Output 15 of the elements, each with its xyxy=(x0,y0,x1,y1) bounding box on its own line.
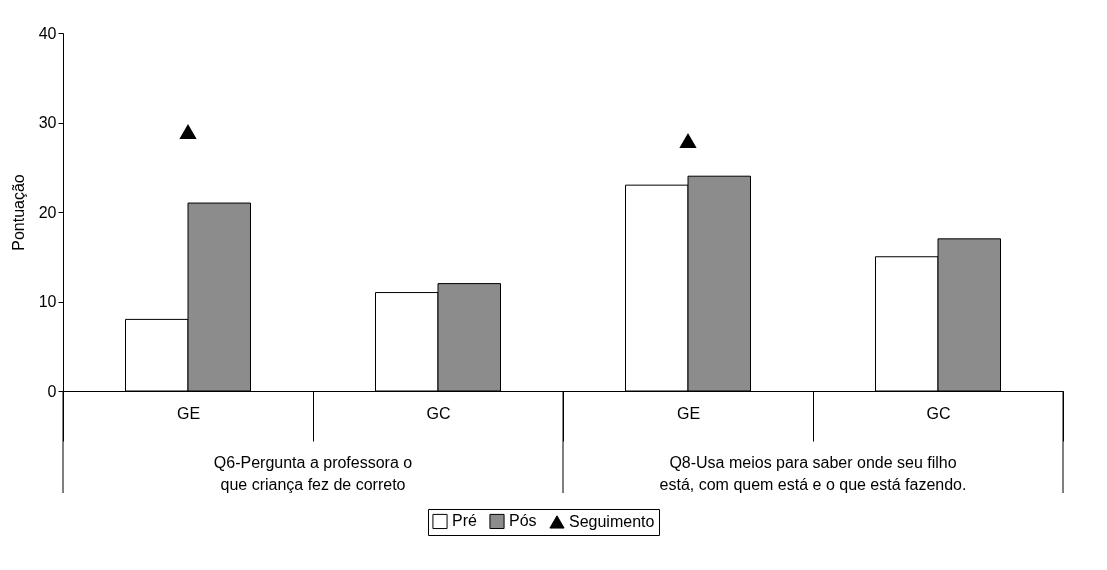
x-tick-label: GC xyxy=(926,404,951,422)
x-tick-label: GC xyxy=(426,404,451,422)
text: Q8-Usa meios para saber onde seu filho está, com quem está e o que está fazendo. xyxy=(659,454,967,493)
y-axis-title: Pontuação xyxy=(9,174,27,251)
legend-label: Seguimento xyxy=(569,512,655,530)
x-tick-label: GE xyxy=(176,404,201,422)
legend-label: Pré xyxy=(452,512,477,530)
text: Q6-Pergunta a professora o que criança fez de correto xyxy=(213,454,413,493)
x-tick-label: GE xyxy=(676,404,701,422)
y-tick-label: 10 xyxy=(38,293,57,310)
y-tick-label: 0 xyxy=(47,382,57,400)
y-tick-label: 20 xyxy=(38,203,57,221)
y-tick-label: 40 xyxy=(38,24,57,42)
legend-label: Pós xyxy=(509,512,537,530)
y-tick-label: 30 xyxy=(38,114,57,131)
